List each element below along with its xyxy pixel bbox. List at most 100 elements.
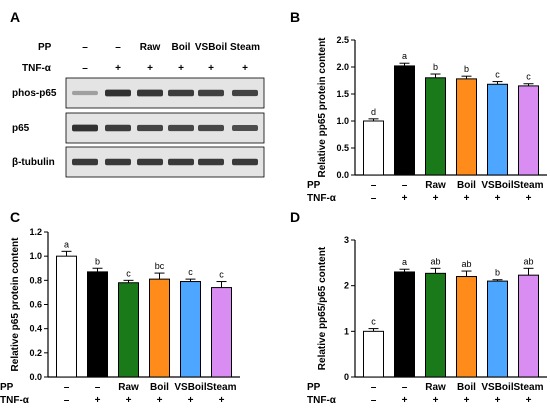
chart-c-tnf-value: + [126, 395, 132, 406]
blot-strip-0 [65, 77, 265, 109]
blot-label-p65: p65 [12, 123, 30, 134]
blot-band [105, 158, 131, 166]
chart-d-bar [456, 276, 477, 378]
chart-b-bar [487, 83, 508, 176]
chart-b-bar [363, 120, 384, 176]
chart-d-bar [518, 274, 539, 378]
chart-c-y-axis-title: Relative p65 protein content [10, 237, 21, 372]
blot-band [72, 158, 98, 166]
chart-c-significance-label: bc [155, 261, 165, 271]
chart-c-y-tick-label: 1.2 [29, 227, 42, 237]
pp-value-5: Steam [230, 42, 260, 53]
chart-b-bar [518, 85, 539, 176]
blot-band [137, 89, 163, 97]
chart-c-bar [211, 287, 232, 378]
chart-c-tnf-value: + [188, 395, 194, 406]
blot-strip-2 [65, 146, 265, 178]
blot-strip-1 [65, 112, 265, 144]
chart-d-y-axis-title: Relative pp65/p65 content [317, 246, 328, 370]
chart-b-tnf-value: + [526, 193, 532, 204]
panel-a-western-blot: A PP TNF-α – – Raw Boil VSBoil Steam – + + + + + p… [10, 9, 265, 178]
chart-b-pp-row-label: PP [307, 180, 321, 191]
blot-band [72, 90, 98, 96]
chart-c-pp-value: – [64, 382, 70, 393]
chart-c-pp-value: Steam [206, 382, 236, 393]
chart-d-significance-label: ab [461, 259, 471, 269]
tnf-row-label: TNF-α [22, 63, 52, 74]
chart-c-bar [149, 278, 170, 378]
chart-c-tnf-row-label: TNF-α [0, 395, 30, 406]
chart-c-y-tick-label: 0.2 [29, 348, 42, 358]
chart-d-y-tick-label: 1 [344, 326, 349, 336]
chart-c-significance-label: c [188, 267, 193, 277]
chart-b-bar [425, 77, 446, 176]
chart-c-pp-value: VSBoil [174, 382, 206, 393]
chart-c-significance-label: b [95, 256, 100, 266]
pp-value-4: VSBoil [195, 42, 227, 53]
tnf-value-3: + [178, 63, 184, 74]
chart-d-pp-value: – [402, 382, 408, 393]
chart-b-pp-value: VSBoil [481, 180, 513, 191]
blot-band [168, 124, 194, 132]
tnf-value-4: + [208, 63, 214, 74]
chart-c-pp-value: – [95, 382, 101, 393]
tnf-value-0: – [82, 63, 88, 74]
chart-d-tnf-row-label: TNF-α [307, 395, 337, 406]
chart-d-significance-label: c [371, 317, 376, 327]
chart-b-y-tick-label: 1.0 [336, 116, 349, 126]
chart-b-bar [456, 78, 477, 176]
chart-c-bar [118, 282, 139, 378]
chart-c-bar [180, 281, 201, 378]
chart-d-pp-value: Raw [425, 382, 446, 393]
blot-band [198, 124, 224, 132]
chart-d-tnf-value: + [402, 395, 408, 406]
chart-c-pp-value: Boil [150, 382, 169, 393]
chart-b-tnf-row-label: TNF-α [307, 193, 337, 204]
chart-b-y-tick-label: 0.5 [336, 143, 349, 153]
chart-b-bar [394, 65, 415, 176]
chart-b-significance-label: d [371, 107, 376, 117]
chart-b-y-axis-title: Relative pp65 protein content [317, 37, 328, 178]
chart-c-tnf-value: + [219, 395, 225, 406]
chart-d-tnf-value: + [464, 395, 470, 406]
chart-d-bar [425, 272, 446, 378]
chart-c-tnf-value: + [95, 395, 101, 406]
pp-value-1: – [115, 42, 121, 53]
chart-b-pp-value: Raw [425, 180, 446, 191]
chart-c-y-tick-label: 0.4 [29, 324, 42, 334]
chart-b-significance-label: b [433, 62, 438, 72]
chart-b-significance-label: a [402, 51, 407, 61]
pp-value-0: – [82, 42, 88, 53]
chart-b-y-tick-label: 2.0 [336, 62, 349, 72]
chart-d-bar [363, 330, 384, 378]
chart-d-tnf-value: + [433, 395, 439, 406]
blot-strips [65, 77, 265, 178]
chart-d-pp-value: Steam [513, 382, 543, 393]
pp-row-values: – – Raw Boil VSBoil Steam [82, 42, 260, 53]
panel-letter-b: B [290, 9, 300, 25]
blot-band [105, 124, 131, 132]
tnf-row-values: – + + + + + [82, 63, 248, 74]
chart-c-significance-label: c [219, 270, 224, 280]
blot-band [137, 158, 163, 166]
chart-c-pp-row-label: PP [0, 382, 14, 393]
chart-d-pp-value: – [371, 382, 377, 393]
chart-b-tnf-value: – [371, 193, 377, 204]
blot-band [137, 124, 163, 132]
blot-band [198, 158, 224, 166]
chart-b-significance-label: c [495, 70, 500, 80]
pp-value-2: Raw [140, 42, 161, 53]
chart-d-tnf-value: + [526, 395, 532, 406]
pp-value-3: Boil [172, 42, 191, 53]
blot-band [168, 89, 194, 97]
chart-c-significance-label: c [126, 268, 131, 278]
tnf-value-2: + [147, 63, 153, 74]
chart-b-significance-label: b [464, 64, 469, 74]
chart-d-pp-value: VSBoil [481, 382, 513, 393]
chart-b-y-tick-label: 2.5 [336, 35, 349, 45]
chart-c-tnf-value: + [157, 395, 163, 406]
chart-d-tnf-value: – [371, 395, 377, 406]
chart-b-pp-value: – [371, 180, 377, 191]
chart-d-y-tick-label: 3 [344, 235, 349, 245]
